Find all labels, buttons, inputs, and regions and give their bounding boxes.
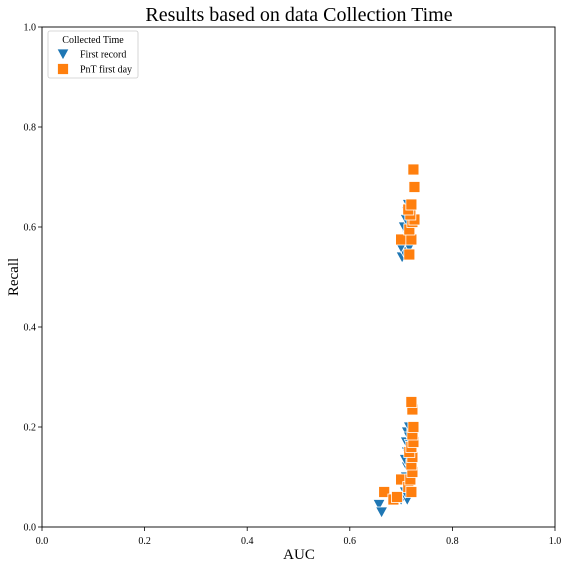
x-tick-label: 0.8: [446, 536, 459, 547]
square-marker-point: [395, 233, 408, 246]
x-axis-label: AUC: [283, 547, 315, 563]
square-marker-point: [407, 163, 420, 176]
square-marker-point: [407, 421, 420, 433]
triangle-marker-point: [372, 499, 386, 512]
chart-title: Results based on data Collection Time: [145, 4, 452, 26]
legend-entries: First record PnT first day: [56, 48, 132, 76]
legend-label: PnT first day: [80, 65, 132, 76]
square-marker-point: [408, 181, 421, 193]
x-tick-label: 1.0: [549, 536, 562, 547]
data-points: [372, 163, 421, 519]
y-tick-label: 1.0: [24, 23, 37, 34]
y-tick-label: 0.0: [24, 523, 37, 534]
y-axis-label: Recall: [6, 258, 22, 296]
square-marker-point: [405, 198, 418, 211]
legend-label: First record: [80, 50, 126, 61]
plot-area-frame: [41, 26, 556, 528]
square-marker-point: [405, 396, 418, 408]
legend-triangle-marker: [56, 48, 70, 61]
square-marker-point: [405, 233, 418, 246]
y-tick-label: 0.8: [24, 123, 37, 134]
legend-square-marker: [57, 63, 69, 75]
y-tick-label: 0.6: [24, 223, 37, 234]
legend: Collected Time First record PnT first day: [47, 30, 139, 79]
square-marker-point: [391, 491, 403, 503]
square-marker-point: [378, 486, 391, 498]
triangle-marker-point: [374, 506, 389, 519]
legend-title: Collected Time: [62, 35, 124, 46]
x-tick-label: 0.4: [241, 536, 254, 547]
y-tick-label: 0.2: [24, 423, 37, 434]
x-tick-label: 0.2: [138, 536, 151, 547]
square-marker-point: [405, 486, 418, 498]
series-pnt-first-day: [378, 163, 421, 506]
legend-box: [47, 30, 139, 79]
x-tick-label: 0.0: [36, 536, 49, 547]
y-tick-label: 0.4: [24, 323, 37, 334]
x-tick-label: 0.6: [344, 536, 357, 547]
axis-ticks: 0.0 0.2 0.4 0.6 0.8 1.0 0.0 0.2 0.4 0.6 0.8 1.0: [24, 23, 562, 548]
square-marker-point: [403, 248, 416, 261]
